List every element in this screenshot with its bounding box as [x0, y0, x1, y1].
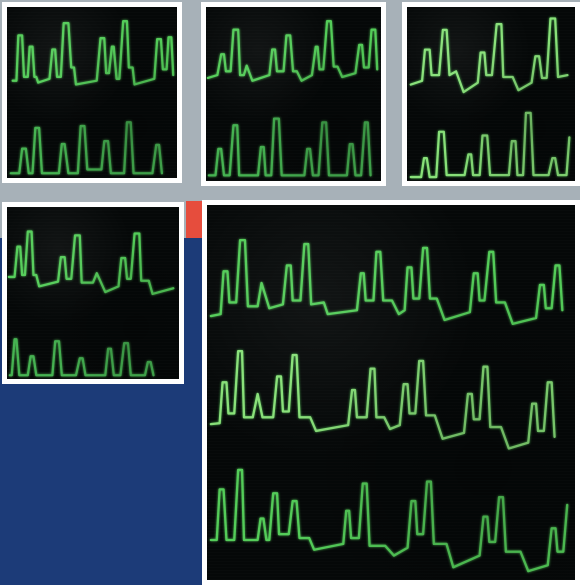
- large-waveform-tile: [202, 200, 580, 585]
- top-middle-waveform-tile: [201, 2, 386, 186]
- top-right-waveform-tile: [402, 2, 580, 186]
- red-accent-strip: [186, 201, 202, 238]
- middle-left-waveform-tile: [2, 202, 184, 384]
- top-left-waveform-tile: [2, 2, 182, 183]
